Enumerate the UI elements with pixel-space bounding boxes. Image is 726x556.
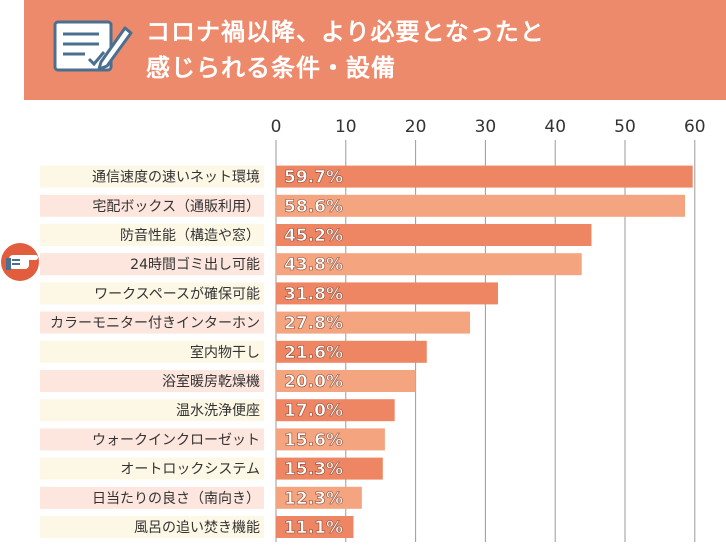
data-label: 59.7%: [284, 168, 343, 188]
title-line-1: コロナ禍以降、より必要となったと: [146, 18, 545, 46]
category-label-bg: [40, 224, 264, 246]
bar: [276, 486, 362, 509]
category-label-bg: [40, 516, 264, 538]
data-label: 15.3%: [284, 460, 343, 480]
category-label-bg: [40, 253, 264, 276]
data-label: 17.0%: [284, 401, 343, 421]
category-label: 風呂の追い焚き機能: [134, 520, 260, 536]
title-line-2: 感じられる条件・設備: [146, 54, 396, 82]
bar: [276, 194, 686, 217]
category-label-bg: [40, 311, 264, 334]
category-label-bg: [40, 194, 264, 217]
data-label: 58.6%: [284, 197, 343, 217]
bar: [276, 340, 427, 363]
category-label: 24時間ゴミ出し可能: [130, 256, 260, 273]
category-label-bg: [40, 457, 264, 480]
bar: [276, 224, 592, 246]
data-label: 27.8%: [284, 314, 343, 334]
category-label: 防音性能（構造や窓）: [120, 227, 260, 244]
x-tick-label: 40: [544, 117, 566, 137]
category-label: 温水洗浄便座: [176, 403, 260, 419]
data-label: 43.8%: [284, 255, 343, 275]
bar: [276, 165, 693, 188]
pointing-hand-icon: [1, 243, 39, 281]
x-tick-label: 60: [684, 117, 706, 137]
category-label: 宅配ボックス（通販利用）: [92, 199, 260, 215]
bar: [276, 282, 498, 305]
category-label-bg: [40, 486, 264, 509]
data-label: 21.6%: [284, 343, 343, 363]
x-tick-label: 10: [335, 117, 357, 137]
category-label: 通信速度の速いネット環境: [92, 170, 260, 186]
bar: [276, 516, 354, 538]
bar: [276, 311, 471, 334]
data-label: 20.0%: [284, 372, 343, 392]
x-tick-label: 20: [405, 117, 427, 137]
category-label-bg: [40, 399, 264, 422]
category-label: 室内物干し: [190, 344, 260, 361]
bar: [276, 370, 416, 392]
checklist-pen-icon: [53, 20, 133, 72]
category-label: 日当たりの良さ（南向き）: [92, 491, 260, 507]
category-label: ワークスペースが確保可能: [94, 286, 260, 302]
x-tick-label: 30: [475, 117, 497, 137]
bar: [276, 253, 582, 276]
bar: [276, 457, 383, 480]
category-label-bg: [40, 340, 264, 363]
category-label: カラーモニター付きインターホン: [50, 316, 260, 332]
data-label: 11.1%: [284, 518, 343, 538]
category-label-bg: [40, 370, 264, 392]
bar-chart: 0 10 20 30 40 50 60 通信速度の速いネット環境 59.7% 宅配ボックス（通販利…: [40, 117, 706, 542]
category-label-bg: [40, 165, 264, 188]
x-tick-label: 0: [271, 117, 282, 137]
page-title: コロナ禍以降、より必要となったと 感じられる条件・設備: [146, 14, 706, 86]
category-label: オートロックシステム: [120, 462, 260, 478]
category-label: ウォークインクローゼット: [92, 432, 260, 448]
bar: [276, 399, 395, 422]
bar: [276, 428, 385, 451]
category-label-bg: [40, 282, 264, 305]
data-label: 15.6%: [284, 430, 343, 450]
category-label: 浴室暖房乾燥機: [162, 373, 260, 390]
data-label: 12.3%: [284, 489, 343, 509]
header-banner: コロナ禍以降、より必要となったと 感じられる条件・設備: [24, 0, 726, 100]
data-label: 45.2%: [284, 226, 343, 246]
data-label: 31.8%: [284, 284, 343, 304]
x-tick-label: 50: [614, 117, 636, 137]
category-label-bg: [40, 428, 264, 451]
